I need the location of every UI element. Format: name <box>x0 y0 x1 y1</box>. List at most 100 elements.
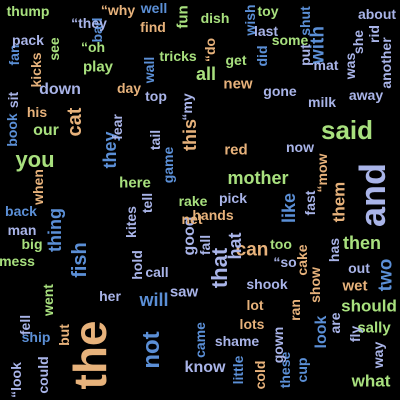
word-they: “they <box>71 15 107 31</box>
word-gown: gown <box>270 326 286 364</box>
word-thing: thing <box>45 208 65 252</box>
word-tell: tell <box>139 192 155 214</box>
word-tricks: tricks <box>159 48 197 64</box>
word-wet: wet <box>342 277 368 295</box>
word-his: his <box>26 104 48 120</box>
word-little: little <box>230 355 246 385</box>
word-toy: toy <box>257 3 279 19</box>
word-fun: fun <box>174 5 192 29</box>
word-ship: ship <box>21 329 51 345</box>
word-pick: pick <box>218 190 248 206</box>
word-day: day <box>116 80 142 96</box>
word-top: top <box>145 88 167 104</box>
word-cold: cold <box>252 360 268 390</box>
word-did: did <box>254 45 270 67</box>
word-should: should <box>341 296 397 316</box>
word-back: back <box>5 203 37 219</box>
word-hold: hold <box>129 250 145 280</box>
word-oh: “oh <box>80 39 106 55</box>
word-gone: gone <box>263 83 297 99</box>
word-shut: shut <box>297 6 313 36</box>
word-fell: fell <box>17 314 33 336</box>
word-fly: fly <box>347 325 363 343</box>
word-too: too <box>270 236 292 252</box>
word-you: you <box>15 147 55 172</box>
word-has: has <box>326 237 342 263</box>
word-get: get <box>225 52 247 68</box>
word-this: this <box>180 118 200 152</box>
word-ran: ran <box>287 299 303 321</box>
word-lots: lots <box>239 316 265 332</box>
word-will: will <box>139 290 169 310</box>
word-sally: sally <box>357 319 391 337</box>
word-mess: mess <box>0 253 35 269</box>
word-what: what <box>351 371 391 391</box>
word-could: could <box>35 356 51 394</box>
word-shame: shame <box>214 333 260 349</box>
word-milk: milk <box>307 94 337 110</box>
word-mow: “mow <box>314 153 330 193</box>
word-fish: fish <box>69 242 91 278</box>
word-well: well <box>140 0 168 16</box>
word-way: way <box>370 341 386 369</box>
word-new: new <box>223 75 253 93</box>
word-find: find <box>140 19 166 35</box>
word-our: our <box>33 122 59 139</box>
word-and: and <box>352 162 393 228</box>
word-like: like <box>279 192 299 224</box>
word-kicks: kicks <box>28 52 44 88</box>
word-saw: saw <box>169 283 199 301</box>
word-look: “look <box>8 362 24 398</box>
word-show: show <box>307 267 323 303</box>
word-fall: fall <box>197 234 213 256</box>
word-net: net <box>181 211 203 227</box>
word-came: came <box>192 322 208 358</box>
word-them: them <box>329 181 349 223</box>
word-lot: lot <box>246 297 264 313</box>
word-shook: shook <box>246 276 288 292</box>
word-the: the <box>64 320 116 390</box>
word-away: away <box>348 87 384 103</box>
word-said: said <box>320 115 374 145</box>
word-fast: fast <box>302 190 318 216</box>
word-mother: mother <box>227 168 289 188</box>
word-my: “my <box>179 93 195 121</box>
word-red: red <box>224 141 248 159</box>
word-cat: cat <box>64 107 86 137</box>
word-big: big <box>21 236 43 252</box>
word-last: last <box>253 23 279 39</box>
word-down: down <box>39 81 81 98</box>
word-see: see <box>46 37 62 61</box>
word-sit: sit <box>5 91 21 109</box>
word-are: are <box>327 312 343 334</box>
word-she: she <box>350 29 366 55</box>
word-but: but <box>56 324 72 346</box>
word-so: “so <box>273 254 297 270</box>
word-when: when <box>30 169 46 205</box>
word-pack: pack <box>12 32 44 48</box>
word-out: out <box>348 260 370 276</box>
word-all: all <box>195 64 217 84</box>
word-put: put <box>297 44 313 66</box>
word-tail: tail <box>147 129 163 151</box>
word-know: know <box>184 359 226 376</box>
word-wish: wish <box>242 4 258 36</box>
word-now: now <box>286 139 314 155</box>
word-mat: mat <box>313 57 339 73</box>
word-wall: wall <box>141 56 157 84</box>
word-some: some <box>271 32 309 48</box>
word-call: call <box>145 264 169 280</box>
word-game: game <box>160 146 176 184</box>
word-not: not <box>138 331 165 369</box>
word-another: another <box>378 37 394 89</box>
word-hat: hat <box>225 232 245 260</box>
word-fear: fear <box>109 114 125 140</box>
word-man: man <box>7 222 37 238</box>
word-rake: rake <box>178 193 208 209</box>
word-kites: kites <box>123 206 139 238</box>
word-do: “do <box>202 37 218 63</box>
word-was: was <box>342 52 358 80</box>
word-about: about <box>357 6 397 22</box>
word-two: two <box>375 258 397 292</box>
